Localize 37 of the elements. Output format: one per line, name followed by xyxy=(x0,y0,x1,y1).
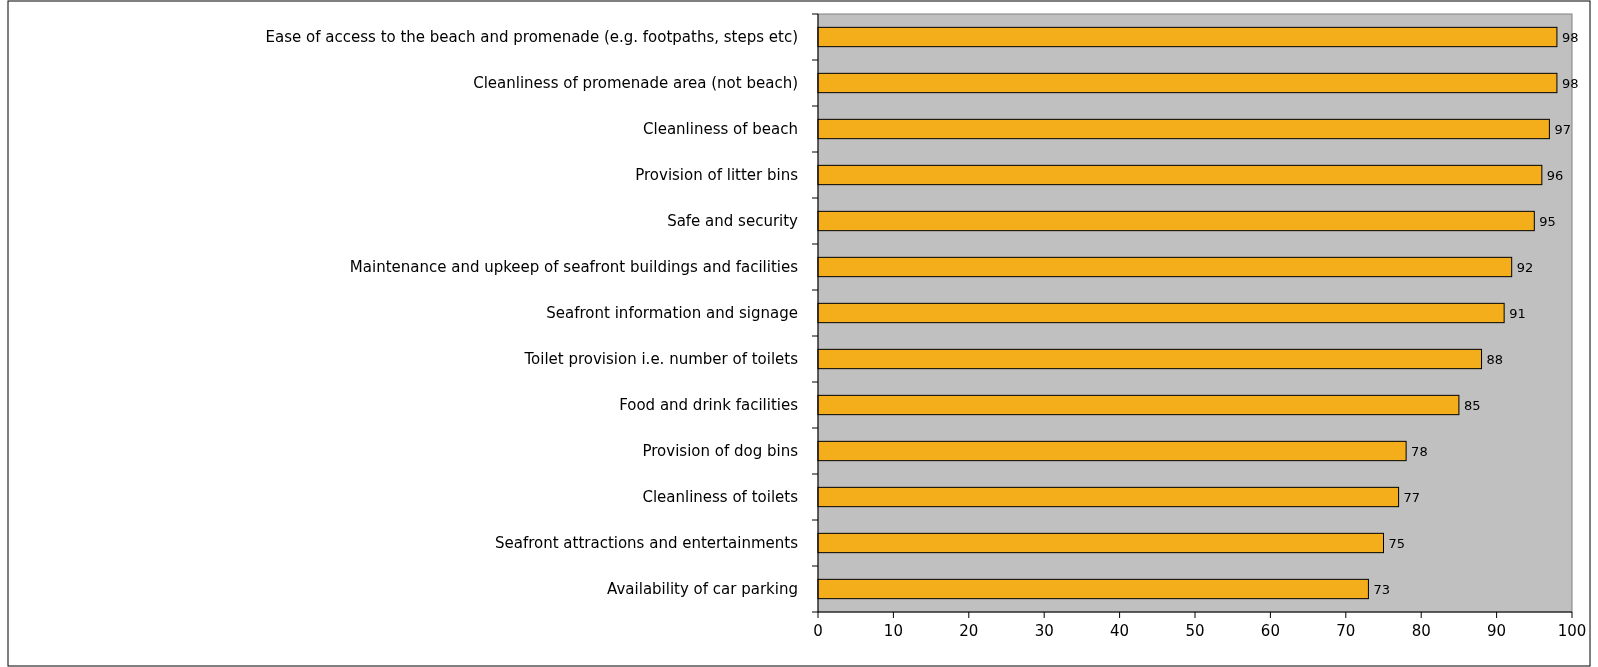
y-tick-label: Cleanliness of toilets xyxy=(642,488,799,507)
data-label: 77 xyxy=(1403,489,1421,505)
y-tick-label: Toilet provision i.e. number of toilets xyxy=(523,350,799,369)
x-tick-label: 50 xyxy=(1185,622,1205,640)
x-tick-label: 10 xyxy=(883,622,903,640)
y-tick-label: Cleanliness of beach xyxy=(643,120,798,139)
data-label: 98 xyxy=(1561,75,1579,91)
y-tick-label: Seafront attractions and entertainments xyxy=(494,534,799,553)
data-label: 88 xyxy=(1486,351,1504,367)
data-label: 78 xyxy=(1411,443,1428,459)
x-tick-label: 60 xyxy=(1260,622,1280,640)
data-label: 95 xyxy=(1539,213,1556,229)
x-tick-label: 90 xyxy=(1487,622,1507,640)
data-label: 97 xyxy=(1554,121,1571,137)
x-tick-label: 70 xyxy=(1336,622,1356,640)
data-label: 92 xyxy=(1516,259,1534,275)
data-label: 73 xyxy=(1373,581,1390,597)
data-label: 96 xyxy=(1546,167,1564,183)
data-label: 91 xyxy=(1509,305,1526,321)
data-label: 75 xyxy=(1388,535,1406,551)
y-tick-label: Provision of litter bins xyxy=(635,166,799,185)
x-tick-label: 30 xyxy=(1034,622,1054,640)
y-tick-label: Safe and security xyxy=(667,212,799,231)
y-tick-label: Maintenance and upkeep of seafront buildings and facilities xyxy=(349,258,799,277)
x-tick-label: 0 xyxy=(813,622,823,640)
y-tick-label: Cleanliness of promenade area (not beach) xyxy=(473,74,798,93)
y-tick-label: Availability of car parking xyxy=(607,580,798,599)
y-tick-label: Seafront information and signage xyxy=(546,304,798,323)
x-tick-label: 100 xyxy=(1557,622,1587,640)
x-tick-label: 40 xyxy=(1110,622,1130,640)
x-tick-label: 20 xyxy=(959,622,979,640)
y-tick-label: Provision of dog bins xyxy=(642,442,799,461)
y-tick-label: Ease of access to the beach and promenade (e.g. footpaths, steps etc) xyxy=(265,28,798,47)
x-tick-label: 80 xyxy=(1411,622,1431,640)
data-label: 85 xyxy=(1463,397,1481,413)
data-label: 98 xyxy=(1561,29,1579,45)
y-tick-label: Food and drink facilities xyxy=(619,396,799,415)
